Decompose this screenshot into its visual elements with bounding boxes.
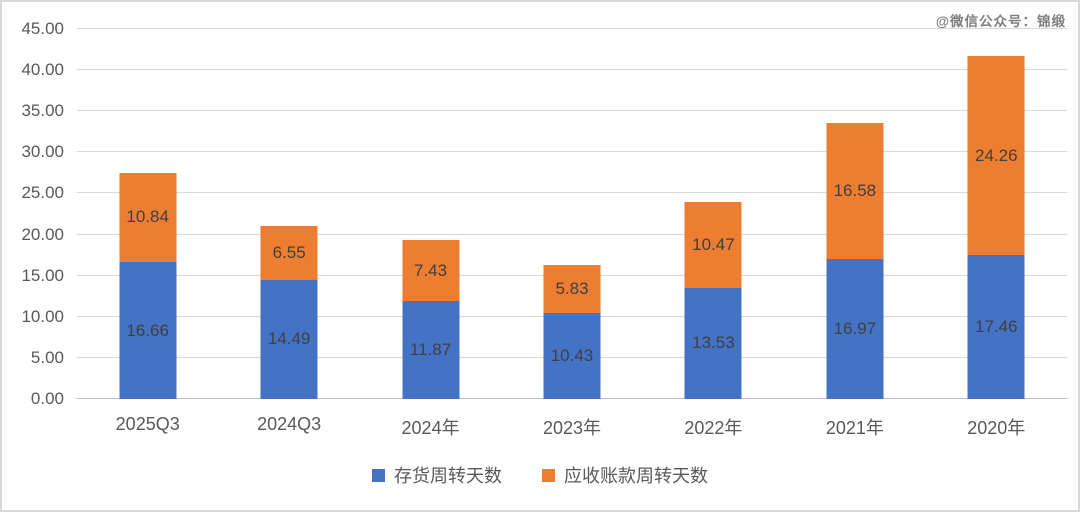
- y-tick-label: 0.00: [30, 389, 64, 408]
- bar-segment-series2-2025Q3: 10.84: [119, 172, 177, 263]
- data-label: 13.53: [692, 333, 735, 353]
- bar-segment-series1-2024Q3: 14.49: [260, 279, 318, 399]
- gridline: [77, 69, 1067, 71]
- gridline: [77, 233, 1067, 235]
- x-axis: 2025Q3 2024Q3 2024年 2023年 2022年 2021年 2020年: [77, 414, 1067, 440]
- bar-segment-series1-2020年: 17.46: [967, 255, 1025, 399]
- data-label: 10.47: [692, 234, 735, 254]
- y-tick-label: 30.00: [21, 142, 64, 162]
- data-label: 10.43: [550, 346, 594, 366]
- data-label: 6.55: [272, 242, 306, 262]
- x-tick-label: 2021年: [825, 418, 884, 438]
- data-label: 5.83: [555, 279, 589, 299]
- x-tick-label: 2024Q3: [257, 414, 322, 434]
- x-tick-label: 2025Q3: [115, 414, 180, 434]
- bar-segment-series2-2024年: 7.43: [402, 240, 460, 302]
- bar-segment-series1-2024年: 11.87: [402, 301, 460, 399]
- data-label: 10.84: [126, 207, 169, 227]
- gridline: [77, 110, 1067, 112]
- gridline: [77, 192, 1067, 194]
- gridline: [77, 151, 1067, 153]
- data-label: 16.66: [126, 320, 169, 340]
- x-tick-label: 2022年: [684, 418, 743, 438]
- data-label: 7.43: [414, 260, 448, 280]
- legend-swatch-icon: [542, 468, 555, 482]
- legend-item-series2: 应收账款周转天数: [542, 462, 708, 488]
- bar-segment-series2-2021年: 16.58: [826, 123, 884, 260]
- data-label: 16.58: [833, 181, 877, 201]
- bar-segment-series2-2022年: 10.47: [684, 201, 742, 288]
- y-tick-label: 35.00: [21, 101, 64, 121]
- x-tick-label: 2024年: [401, 418, 460, 438]
- bar-group-2024Q3: 14.49 6.55: [218, 29, 359, 399]
- legend-label: 应收账款周转天数: [564, 466, 708, 486]
- legend: 存货周转天数 应收账款周转天数: [2, 462, 1078, 488]
- data-label: 16.97: [833, 319, 877, 339]
- data-label: 24.26: [974, 145, 1018, 165]
- y-tick-label: 40.00: [21, 60, 64, 80]
- y-tick-label: 20.00: [21, 224, 64, 244]
- legend-label: 存货周转天数: [394, 466, 502, 486]
- bar-segment-series1-2021年: 16.97: [826, 259, 884, 399]
- legend-item-series1: 存货周转天数: [372, 462, 502, 488]
- y-tick-label: 5.00: [30, 347, 64, 367]
- bar-group-2022年: 13.53 10.47: [643, 29, 784, 399]
- y-tick-label: 45.00: [21, 19, 64, 38]
- gridline: [77, 28, 1067, 29]
- bar-segment-series2-2020年: 24.26: [967, 55, 1025, 256]
- legend-swatch-icon: [372, 468, 385, 482]
- y-tick-label: 25.00: [21, 183, 64, 203]
- bar-group-2025Q3: 16.66 10.84: [77, 29, 218, 399]
- bar-segment-series1-2025Q3: 16.66: [119, 262, 177, 399]
- plot-area: 16.66 10.84 14.49 6.55 11.87 7.43 10.43 5.83 13.…: [77, 28, 1067, 399]
- y-tick-label: 10.00: [21, 306, 64, 326]
- bar-segment-series2-2023年: 5.83: [543, 265, 601, 314]
- bar-group-2023年: 10.43 5.83: [501, 29, 642, 399]
- y-tick-label: 15.00: [21, 265, 64, 285]
- data-label: 17.46: [974, 317, 1018, 337]
- data-label: 14.49: [267, 329, 311, 349]
- bar-segment-series1-2022年: 13.53: [684, 287, 742, 399]
- watermark-text: @微信公众号：锦缎: [935, 14, 1066, 29]
- x-tick-label: 2023年: [542, 418, 602, 438]
- bar-segment-series2-2024Q3: 6.55: [260, 226, 318, 280]
- x-tick-label: 2020年: [967, 418, 1026, 438]
- bar-group-2020年: 17.46 24.26: [926, 29, 1067, 399]
- bar-group-2024年: 11.87 7.43: [360, 29, 501, 399]
- bar-segment-series1-2023年: 10.43: [543, 313, 601, 399]
- bar-group-2021年: 16.97 16.58: [784, 29, 925, 399]
- data-label: 11.87: [409, 340, 452, 360]
